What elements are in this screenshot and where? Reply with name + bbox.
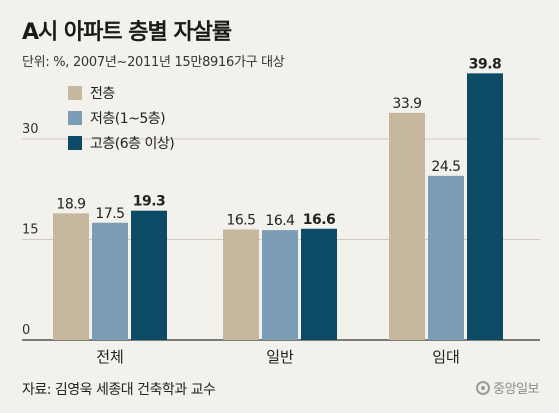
x-category-label-0: 전체 bbox=[96, 348, 124, 366]
x-category-label-2: 임대 bbox=[432, 348, 460, 366]
y-tick-label-15: 15 bbox=[22, 223, 39, 238]
chart-subtitle: 단위: %, 2007년~2011년 15만8916가구 대상 bbox=[22, 55, 285, 70]
legend-label-1: 저층(1~5층) bbox=[90, 111, 165, 127]
y-tick-label-30: 30 bbox=[22, 122, 39, 137]
bar-2-0 bbox=[389, 112, 425, 341]
bar-2-1 bbox=[428, 175, 464, 340]
value-label-1-1: 16.4 bbox=[265, 213, 295, 229]
brand-name: 중앙일보 bbox=[493, 382, 539, 397]
bar-1-1 bbox=[262, 230, 298, 340]
bar-0-2 bbox=[131, 210, 167, 340]
legend-swatch-2 bbox=[68, 136, 82, 150]
brand-circle-icon bbox=[476, 380, 491, 395]
value-label-1-0: 16.5 bbox=[226, 212, 255, 228]
value-label-2-1: 24.5 bbox=[431, 159, 460, 175]
y-tick-label-0: 0 bbox=[22, 323, 30, 338]
legend-label-2: 고층(6층 이상) bbox=[90, 136, 174, 152]
value-label-0-2: 19.3 bbox=[133, 194, 166, 210]
bar-2-2 bbox=[467, 73, 503, 340]
chart-title: A시 아파트 층별 자살률 bbox=[22, 20, 232, 45]
bar-0-1 bbox=[92, 222, 128, 340]
brand-logo: 중앙일보 bbox=[476, 378, 539, 397]
source-note: 자료: 김영욱 세종대 건축학과 교수 bbox=[22, 382, 216, 398]
bar-1-0 bbox=[223, 229, 259, 340]
bar-0-0 bbox=[53, 213, 89, 340]
bar-1-2 bbox=[301, 228, 337, 340]
value-label-0-1: 17.5 bbox=[95, 206, 124, 222]
value-label-2-0: 33.9 bbox=[392, 96, 421, 112]
legend-swatch-1 bbox=[68, 111, 82, 125]
value-label-1-2: 16.6 bbox=[303, 212, 336, 228]
legend-label-0: 전층 bbox=[90, 86, 115, 102]
value-label-0-0: 18.9 bbox=[56, 196, 85, 212]
value-label-2-2: 39.8 bbox=[469, 56, 502, 72]
legend-swatch-0 bbox=[68, 86, 82, 100]
x-category-label-1: 일반 bbox=[266, 348, 294, 366]
